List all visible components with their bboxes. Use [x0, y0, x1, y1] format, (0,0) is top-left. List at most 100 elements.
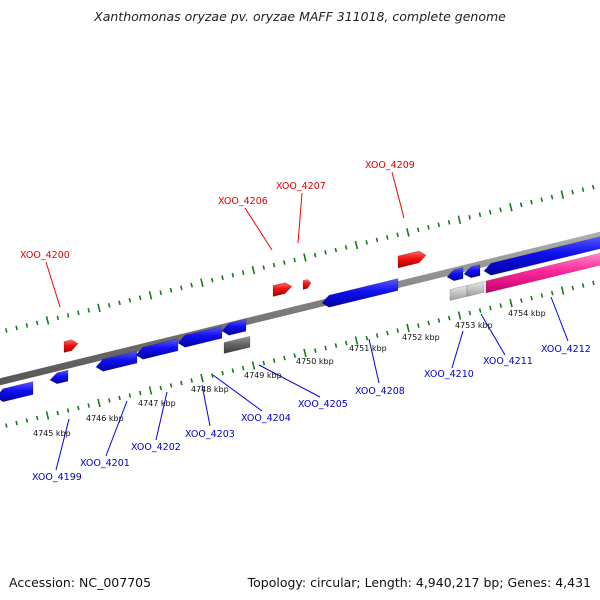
plus-ring-tick [190, 282, 193, 288]
leader-xoo-4212 [550, 296, 569, 342]
feature-grey-block[interactable] [223, 335, 251, 354]
minus-ring-tick [478, 308, 482, 313]
minus-ring-tick [509, 298, 513, 308]
scale-label: 4751 kbp [349, 344, 387, 353]
minus-ring-tick [87, 403, 90, 408]
plus-ring-tick [180, 285, 183, 291]
minus-ring-tick [118, 395, 121, 401]
gene-xoo-4208[interactable] [321, 278, 399, 308]
plus-ring-tick [478, 212, 482, 218]
minus-ring-tick [417, 323, 420, 328]
gene-xoo-4204[interactable] [177, 325, 223, 348]
gene-xoo-4205[interactable] [221, 318, 247, 336]
minus-ring-tick [97, 398, 101, 408]
minus-ring-tick [169, 383, 173, 388]
gene-label-xoo-4205[interactable]: XOO_4205 [298, 399, 348, 410]
plus-ring-tick [499, 207, 502, 213]
plus-ring-tick [283, 260, 286, 265]
plus-ring-tick [447, 220, 451, 225]
gene-label-xoo-4212[interactable]: XOO_4212 [541, 344, 591, 355]
minus-ring-tick [324, 345, 327, 351]
plus-ring-tick [272, 262, 276, 268]
gene-xoo-4212[interactable] [483, 236, 600, 276]
minus-ring-tick [447, 315, 451, 321]
gene-xoo-4207[interactable] [302, 279, 312, 290]
gene-label-xoo-4207[interactable]: XOO_4207 [276, 181, 326, 192]
plus-ring-tick [550, 194, 554, 200]
leader-xoo-4207 [297, 192, 303, 244]
plus-strand-tick-ring [5, 184, 595, 333]
gene-label-xoo-4204[interactable]: XOO_4204 [241, 413, 291, 424]
gene-label-xoo-4203[interactable]: XOO_4203 [185, 429, 235, 440]
minus-ring-tick [560, 286, 565, 295]
leader-xoo-4206 [244, 207, 273, 251]
genome-summary-label: Topology: circular; Length: 4,940,217 bp… [247, 575, 591, 590]
plus-ring-tick [262, 265, 266, 270]
plus-ring-tick [457, 215, 462, 225]
minus-ring-tick [108, 398, 111, 403]
minus-ring-tick [231, 368, 235, 373]
scale-label: 4748 kbp [191, 385, 229, 394]
minus-ring-tick [148, 386, 153, 395]
plus-ring-tick [488, 209, 492, 215]
feature-light-grey-block[interactable] [449, 285, 468, 301]
feature-light-grey-block[interactable] [466, 281, 485, 297]
plus-ring-tick [427, 225, 430, 230]
leader-xoo-4211 [480, 313, 506, 356]
gene-xoo-4200[interactable] [63, 339, 79, 353]
plus-ring-tick [560, 190, 565, 199]
plus-ring-tick [77, 310, 80, 316]
minus-ring-tick [406, 323, 410, 333]
gene-label-xoo-4201[interactable]: XOO_4201 [80, 458, 130, 469]
plus-ring-tick [45, 316, 50, 325]
gene-label-xoo-4199[interactable]: XOO_4199 [32, 472, 82, 483]
plus-ring-tick [35, 320, 39, 326]
gene-label-xoo-4211[interactable]: XOO_4211 [483, 356, 533, 367]
gene-label-xoo-4210[interactable]: XOO_4210 [424, 369, 474, 380]
feature-pink-band[interactable] [485, 252, 600, 294]
minus-ring-tick [251, 361, 256, 370]
gene-label-xoo-4200[interactable]: XOO_4200 [20, 250, 70, 261]
minus-ring-tick [344, 340, 348, 346]
gene-xoo-4206[interactable] [272, 282, 293, 297]
plus-ring-tick [571, 189, 574, 195]
minus-strand-tick-ring [5, 280, 595, 428]
scale-label: 4745 kbp [33, 429, 71, 438]
minus-ring-tick [303, 348, 307, 358]
minus-ring-tick [272, 358, 276, 363]
plus-ring-tick [386, 235, 389, 240]
gene-label-xoo-4209[interactable]: XOO_4209 [365, 160, 415, 171]
leader-xoo-4201 [105, 400, 128, 457]
gene-label-xoo-4208[interactable]: XOO_4208 [355, 386, 405, 397]
plus-ring-tick [530, 199, 533, 205]
minus-ring-tick [437, 318, 441, 323]
gene-xoo-4209[interactable] [397, 250, 427, 269]
minus-ring-tick [550, 290, 554, 296]
gene-xoo-4211[interactable] [463, 264, 481, 279]
gene-xoo-4199[interactable] [0, 381, 34, 403]
plus-ring-tick [581, 187, 585, 192]
gene-label-xoo-4206[interactable]: XOO_4206 [218, 196, 268, 207]
gene-xoo-4203[interactable] [135, 338, 179, 360]
gene-xoo-4202[interactable] [95, 350, 138, 372]
plus-ring-tick [97, 303, 101, 313]
gene-xoo-4201[interactable] [49, 369, 69, 385]
plus-ring-tick [5, 328, 8, 333]
accession-label: Accession: NC_007705 [9, 575, 152, 590]
plus-ring-tick [231, 272, 235, 278]
minus-ring-tick [592, 280, 595, 286]
plus-ring-tick [118, 300, 121, 306]
plus-ring-tick [324, 250, 327, 255]
plus-ring-tick [128, 297, 132, 303]
plus-ring-tick [66, 313, 70, 318]
plus-ring-tick [354, 240, 359, 250]
minus-ring-tick [45, 411, 50, 420]
scale-label: 4753 kbp [455, 321, 493, 330]
minus-ring-tick [499, 303, 503, 308]
plus-ring-tick [148, 291, 153, 300]
gene-xoo-4210[interactable] [446, 267, 464, 282]
leader-xoo-4202 [155, 391, 168, 441]
gene-label-xoo-4202[interactable]: XOO_4202 [131, 442, 181, 453]
minus-ring-tick [262, 360, 266, 366]
minus-ring-tick [427, 320, 430, 326]
